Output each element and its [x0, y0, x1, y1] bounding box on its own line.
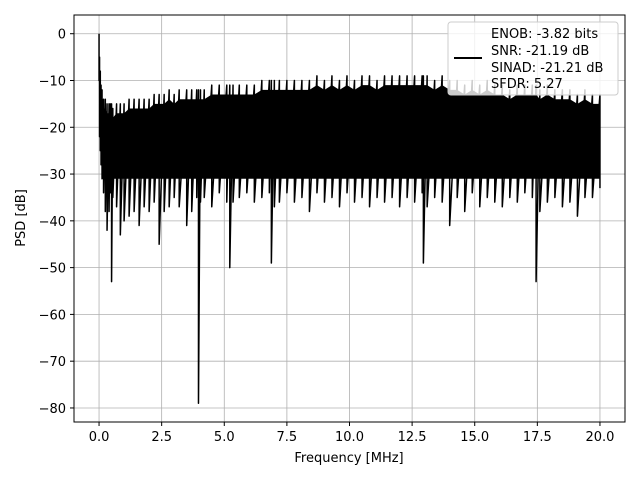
x-tick-label: 15.0 [460, 430, 489, 445]
y-tick-label: −40 [39, 215, 66, 230]
y-tick-label: −60 [39, 308, 66, 323]
x-tick-label: 0.0 [89, 430, 110, 445]
x-axis-label: Frequency [MHz] [294, 451, 403, 466]
legend-box [447, 21, 619, 96]
y-tick-label: −80 [39, 402, 66, 417]
ticks: 0.0 2.5 5.0 7.5 10.0 12.5 15.0 17.5 20.0 0 −10 −20 −… [39, 28, 615, 445]
y-tick-label: 0 [58, 28, 66, 43]
y-tick-label: −50 [39, 262, 66, 277]
y-tick-label: −30 [39, 168, 66, 183]
x-tick-label: 5.0 [214, 430, 235, 445]
legend-snr: SNR: -21.19 dB [491, 44, 589, 59]
y-tick-label: −70 [39, 355, 66, 370]
x-tick-label: 12.5 [398, 430, 427, 445]
x-tick-label: 20.0 [585, 430, 614, 445]
y-tick-label: −10 [39, 74, 66, 89]
x-tick-label: 2.5 [151, 430, 172, 445]
y-tick-label: −20 [39, 121, 66, 136]
legend-sinad: SINAD: -21.21 dB [491, 61, 603, 76]
data-series [98, 33, 601, 405]
psd-envelope [99, 33, 600, 179]
x-tick-label: 10.0 [335, 430, 364, 445]
x-tick-label: 17.5 [523, 430, 552, 445]
legend-enob: ENOB: -3.82 bits [491, 27, 598, 42]
legend: ENOB: -3.82 bits SNR: -21.19 dB SINAD: -… [447, 21, 619, 96]
legend-sfdr: SFDR: 5.27 [491, 77, 563, 92]
y-axis-label: PSD [dB] [14, 189, 29, 247]
x-tick-label: 7.5 [277, 430, 298, 445]
